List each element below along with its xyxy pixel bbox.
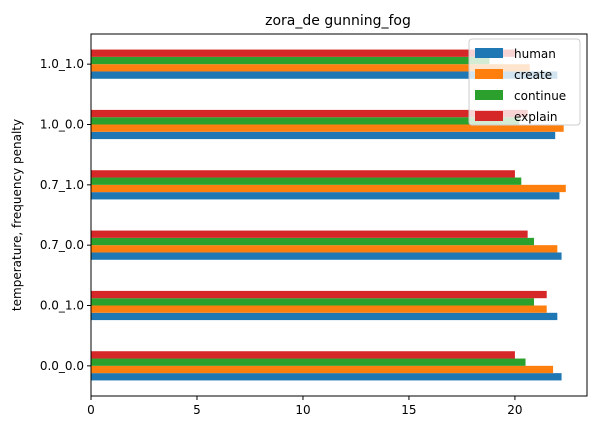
y-tick-label: 0.0_1.0: [40, 299, 84, 313]
legend-label-create: create: [514, 68, 552, 82]
x-tick-label: 10: [295, 403, 310, 417]
legend-label-explain: explain: [514, 110, 558, 124]
bar-continue-1.0_0.0: [91, 117, 520, 125]
bar-explain-0.7_0.0: [91, 230, 528, 238]
bar-create-0.0_0.0: [91, 365, 554, 374]
y-tick-label: 1.0_0.0: [40, 118, 84, 132]
bar-continue-1.0_1.0: [91, 56, 490, 65]
x-tick-label: 0: [87, 403, 95, 417]
legend-swatch-explain: [475, 111, 503, 121]
bar-human-1.0_0.0: [91, 131, 556, 140]
legend-label-human: human: [514, 47, 556, 61]
bar-create-0.0_1.0: [91, 305, 547, 313]
plot-frame: [90, 33, 588, 397]
bar-create-1.0_0.0: [91, 124, 564, 132]
bar-human-0.7_0.0: [91, 252, 562, 260]
bar-create-0.7_1.0: [91, 184, 566, 193]
bars-group: [91, 49, 566, 381]
chart-title: zora_de gunning_fog: [265, 13, 411, 29]
bar-continue-0.7_0.0: [91, 237, 535, 246]
bar-explain-1.0_1.0: [91, 49, 515, 57]
x-tick-label: 15: [401, 403, 416, 417]
bar-explain-1.0_0.0: [91, 109, 528, 118]
bar-human-1.0_1.0: [91, 71, 558, 79]
bar-explain-0.7_1.0: [91, 170, 515, 178]
legend-swatch-create: [475, 69, 503, 79]
bar-continue-0.0_1.0: [91, 298, 535, 306]
bar-explain-0.0_1.0: [91, 290, 547, 299]
bar-explain-0.0_0.0: [91, 351, 515, 359]
bar-create-1.0_1.0: [91, 64, 530, 72]
y-tick-label: 1.0_1.0: [40, 57, 84, 71]
y-axis-ticks: 0.0_0.0 0.0_1.0 0.7_0.0 0.7_1.0 1.0_0.0 1.0_1…: [40, 57, 91, 373]
bar-human-0.0_1.0: [91, 312, 558, 321]
bar-human-0.7_1.0: [91, 192, 560, 200]
legend-swatch-continue: [475, 90, 503, 100]
bar-continue-0.7_1.0: [91, 177, 522, 185]
bar-create-0.7_0.0: [91, 245, 558, 253]
bar-human-0.0_0.0: [91, 373, 562, 381]
bar-continue-0.0_0.0: [91, 358, 526, 366]
legend-label-continue: continue: [514, 89, 566, 103]
y-tick-label: 0.7_1.0: [40, 178, 84, 192]
legend-box: [468, 38, 581, 126]
x-tick-label: 20: [507, 403, 522, 417]
legend-swatch-human: [475, 48, 503, 58]
y-axis-label: temperature, frequency penalty: [10, 119, 24, 311]
y-tick-label: 0.0_0.0: [40, 359, 84, 373]
x-axis-ticks: 0 5 10 15 20: [87, 396, 523, 417]
y-tick-label: 0.7_0.0: [40, 238, 84, 252]
x-tick-label: 5: [193, 403, 201, 417]
legend: human create continue explain: [468, 38, 581, 126]
